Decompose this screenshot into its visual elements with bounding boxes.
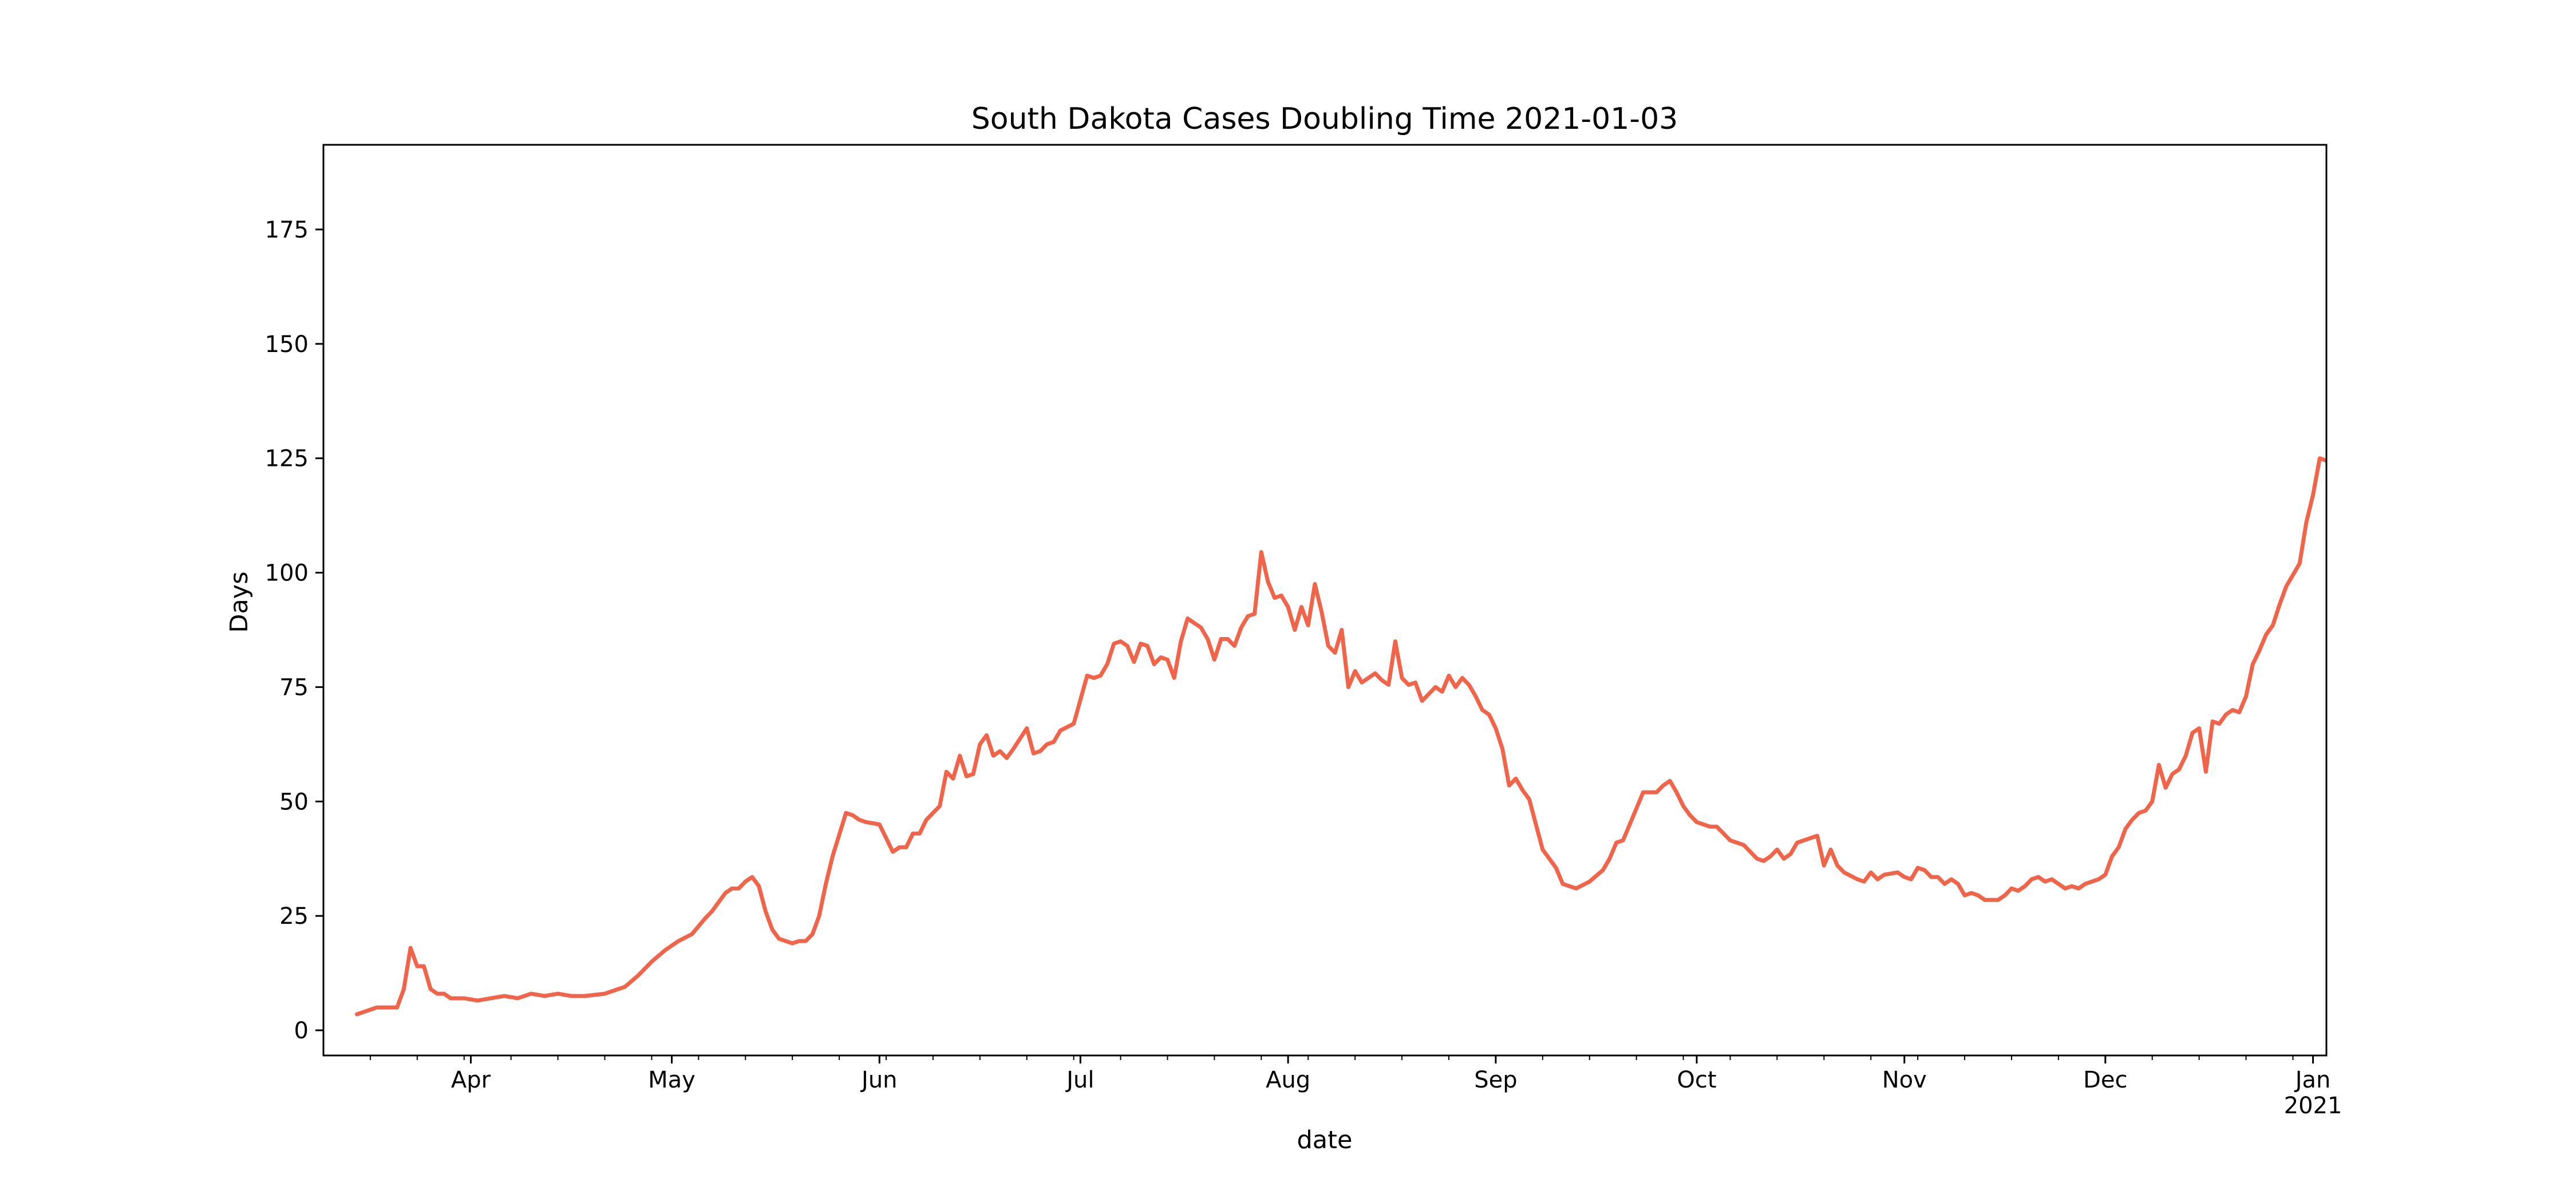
y-tick-label: 100 [265,560,309,587]
x-tick-label: Jul [1065,1067,1094,1093]
x-tick-label: Nov [1882,1067,1927,1093]
y-tick-label: 50 [279,789,309,815]
y-axis: 0 25 50 75 100 125 150 175 [265,217,323,1044]
chart-title: South Dakota Cases Doubling Time 2021-01… [971,102,1678,136]
x-tick-label: Oct [1677,1067,1716,1093]
x-tick-label: Dec [2083,1067,2127,1093]
y-tick-label: 150 [265,331,309,358]
series-layer [355,456,2326,1017]
y-axis-label: Days [225,571,254,632]
x-tick-label: Sep [1474,1067,1517,1093]
x-axis-label: date [1297,1126,1353,1154]
x-tick-label: Aug [1266,1067,1310,1093]
series-line [355,456,2326,1017]
y-tick-label: 75 [279,674,309,701]
x-tick-label: Apr [451,1067,491,1093]
x-tick-label: Jan [2294,1067,2331,1093]
y-tick-label: 125 [265,446,309,472]
y-tick-label: 175 [265,217,309,243]
y-tick-label: 0 [294,1018,309,1044]
y-tick-label: 25 [279,903,309,930]
x-tick-sublabel: 2021 [2284,1093,2342,1119]
x-tick-label: Jun [860,1067,898,1093]
x-tick-label: May [648,1067,696,1093]
plot-frame [322,144,2328,1057]
